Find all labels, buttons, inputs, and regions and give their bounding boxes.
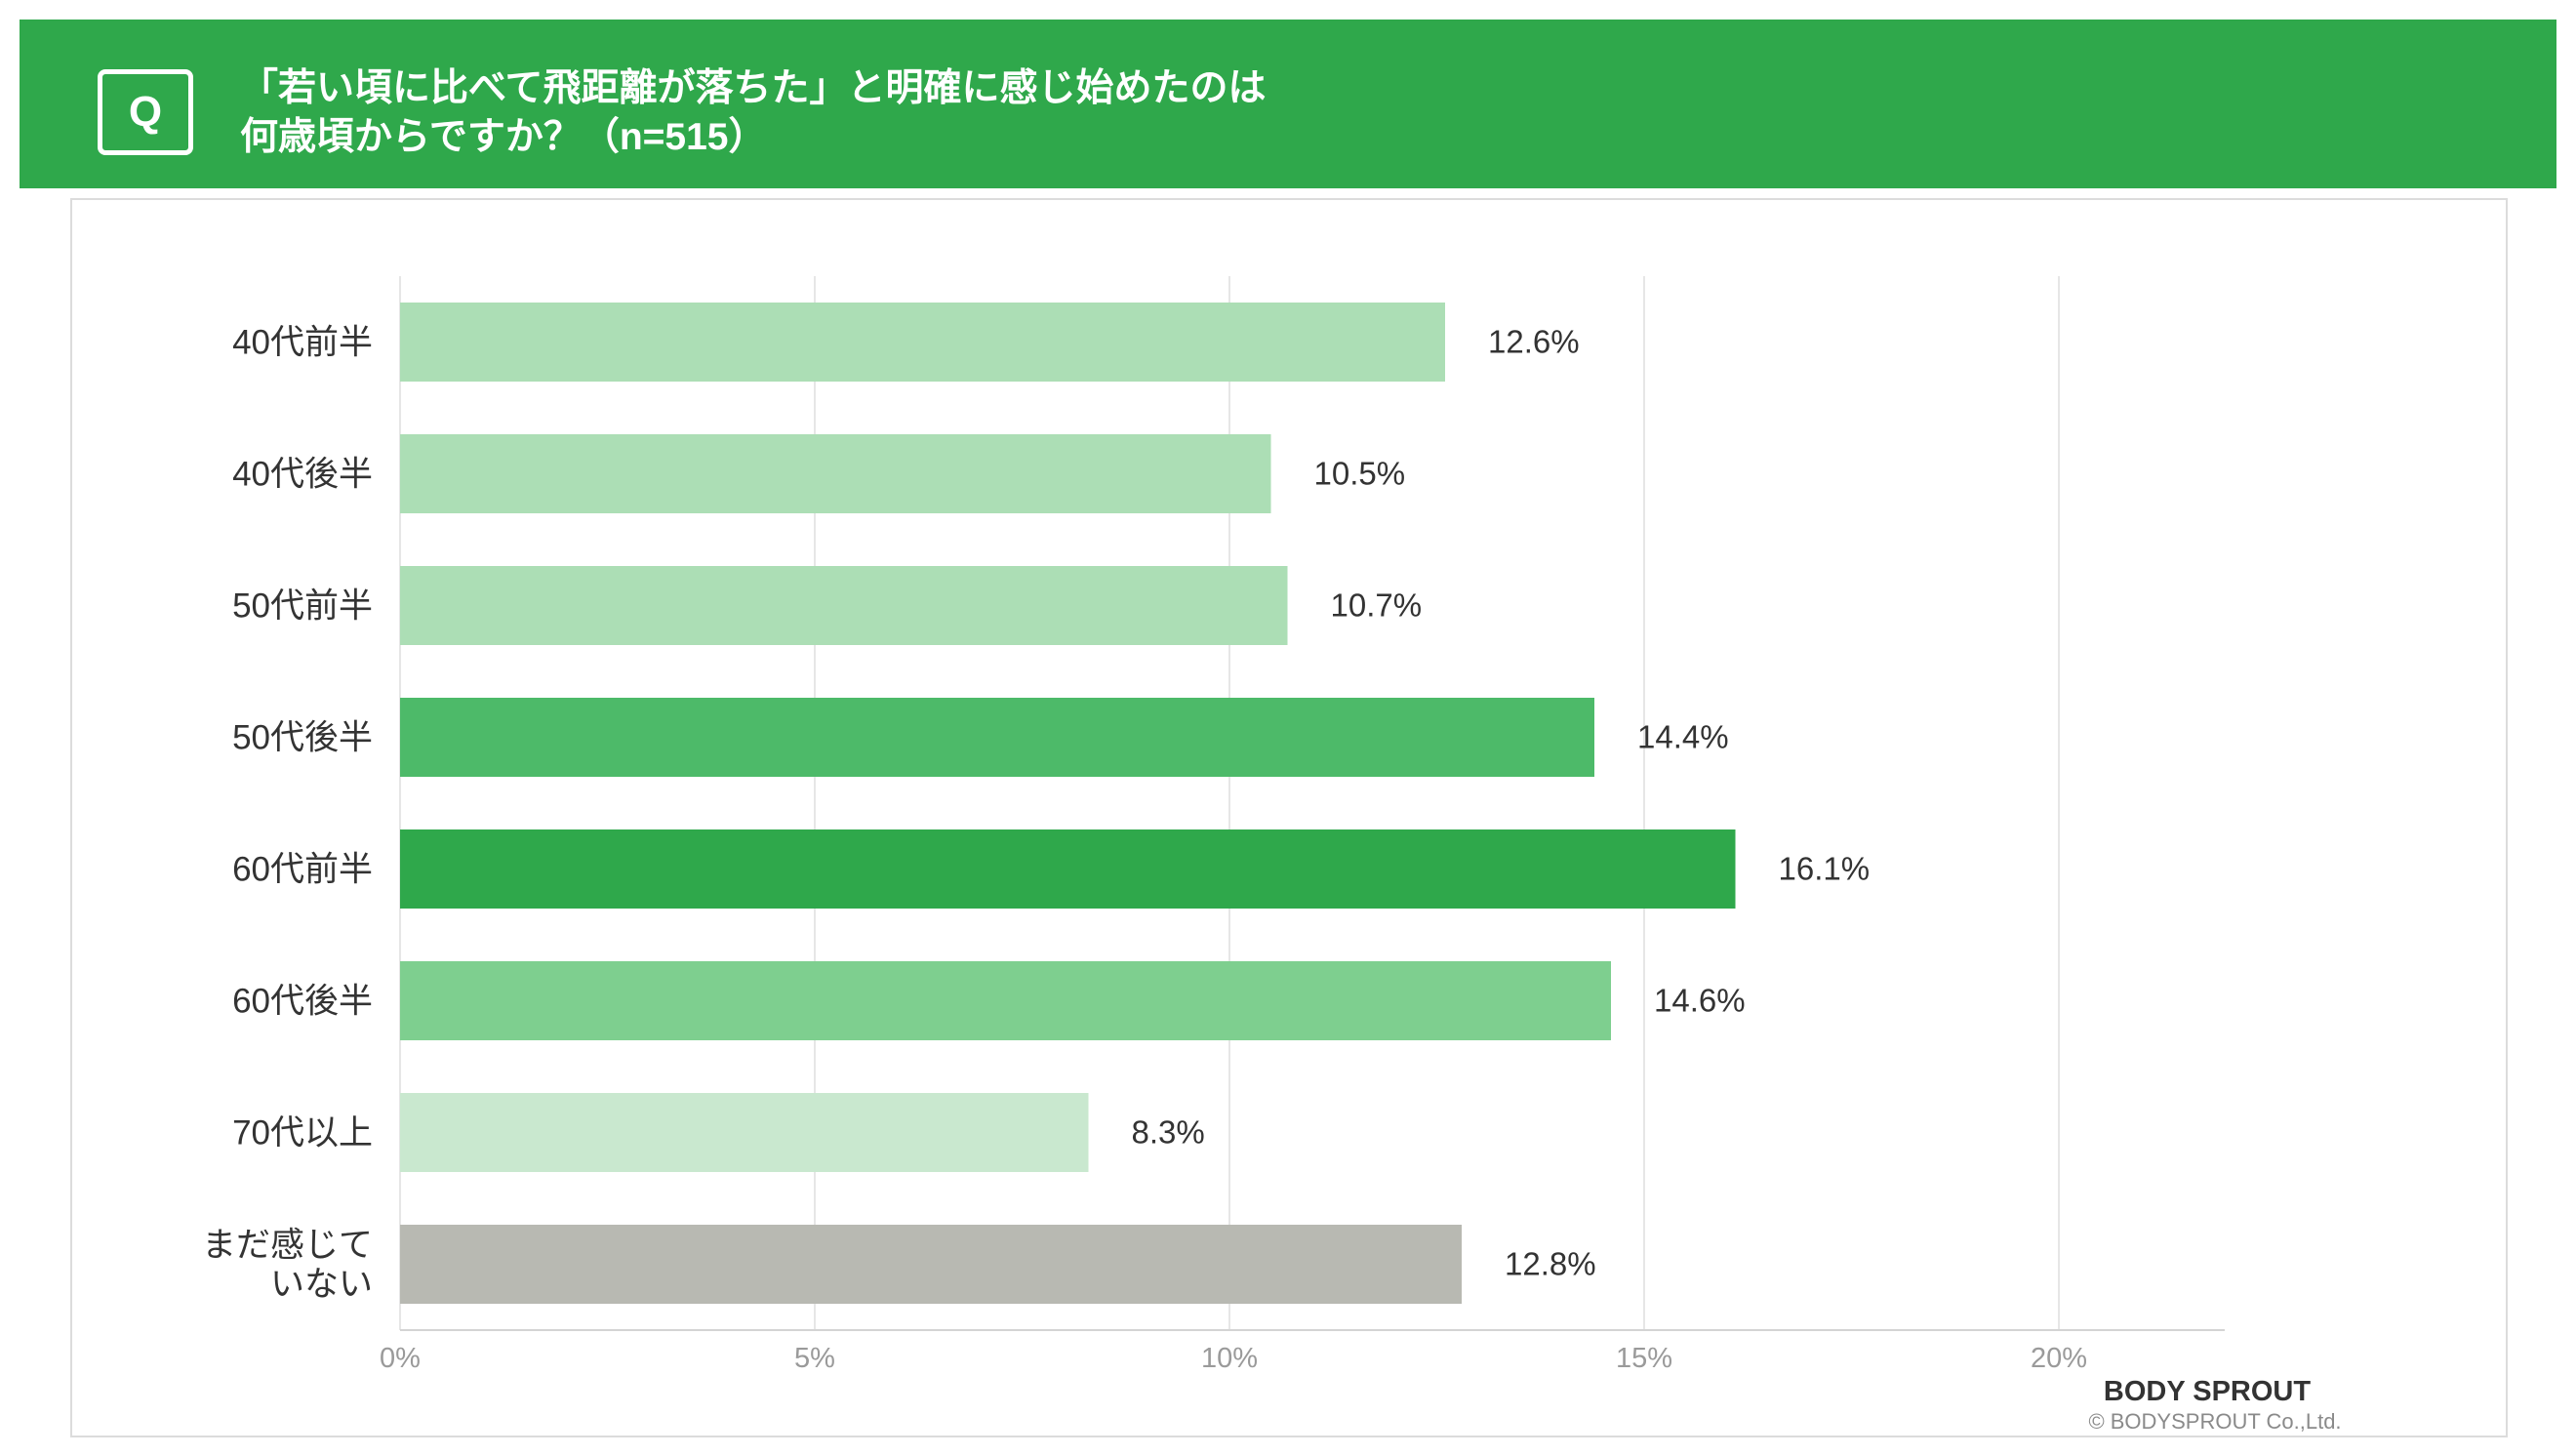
grid-lines (399, 276, 2225, 1331)
category-label: 40代前半 (232, 324, 373, 362)
question-header: Q 「若い頃に比べて飛距離が落ちた」と明確に感じ始めたのは 何歳頃からですか？（… (20, 20, 2556, 188)
x-tick-label: 10% (1201, 1343, 1258, 1374)
data-label: 16.1% (1779, 851, 1871, 887)
labels: 0% 5% 10% 15% 20% 12.6% 40代前半 10.5% 40代後半 10.7% 50… (202, 324, 2087, 1375)
category-label: 60代後半 (232, 983, 373, 1021)
category-label: 60代前半 (232, 851, 373, 889)
bar (400, 698, 1594, 777)
question-title-line1: 「若い頃に比べて飛距離が落ちた」と明確に感じ始めたのは (240, 67, 1267, 109)
bar (400, 1225, 1462, 1304)
category-label: 50代後半 (232, 719, 373, 757)
bar (400, 961, 1611, 1040)
x-tick-label: 20% (2031, 1343, 2087, 1374)
copyright-label: © BODYSPROUT Co.,Ltd. (2088, 1409, 2342, 1434)
x-tick-label: 5% (794, 1343, 835, 1374)
bar (400, 303, 1445, 382)
data-label: 10.5% (1314, 456, 1406, 492)
bar (400, 434, 1271, 513)
x-tick-label: 15% (1616, 1343, 1672, 1374)
brand-label: BODY SPROUT (2103, 1376, 2312, 1407)
category-label: 50代前半 (232, 587, 373, 626)
category-label: 70代以上 (232, 1114, 373, 1153)
category-label: 40代後半 (232, 456, 373, 494)
question-title: 「若い頃に比べて飛距離が落ちた」と明確に感じ始めたのは 何歳頃からですか？（n=… (240, 64, 1266, 162)
data-label: 14.6% (1654, 983, 1746, 1019)
bar (400, 1093, 1089, 1172)
question-badge: Q (98, 69, 193, 155)
bar (400, 566, 1288, 645)
x-tick-label: 0% (380, 1343, 421, 1374)
data-label: 8.3% (1132, 1114, 1205, 1151)
bar (400, 829, 1736, 909)
question-title-line2: 何歳頃からですか？（n=515） (240, 116, 767, 158)
category-label: まだ感じて (202, 1227, 373, 1265)
category-label: いない (270, 1266, 373, 1304)
data-label: 10.7% (1331, 587, 1423, 624)
data-label: 12.6% (1488, 324, 1580, 360)
data-label: 12.8% (1505, 1246, 1596, 1282)
data-label: 14.4% (1637, 719, 1729, 755)
bars (400, 303, 1736, 1304)
